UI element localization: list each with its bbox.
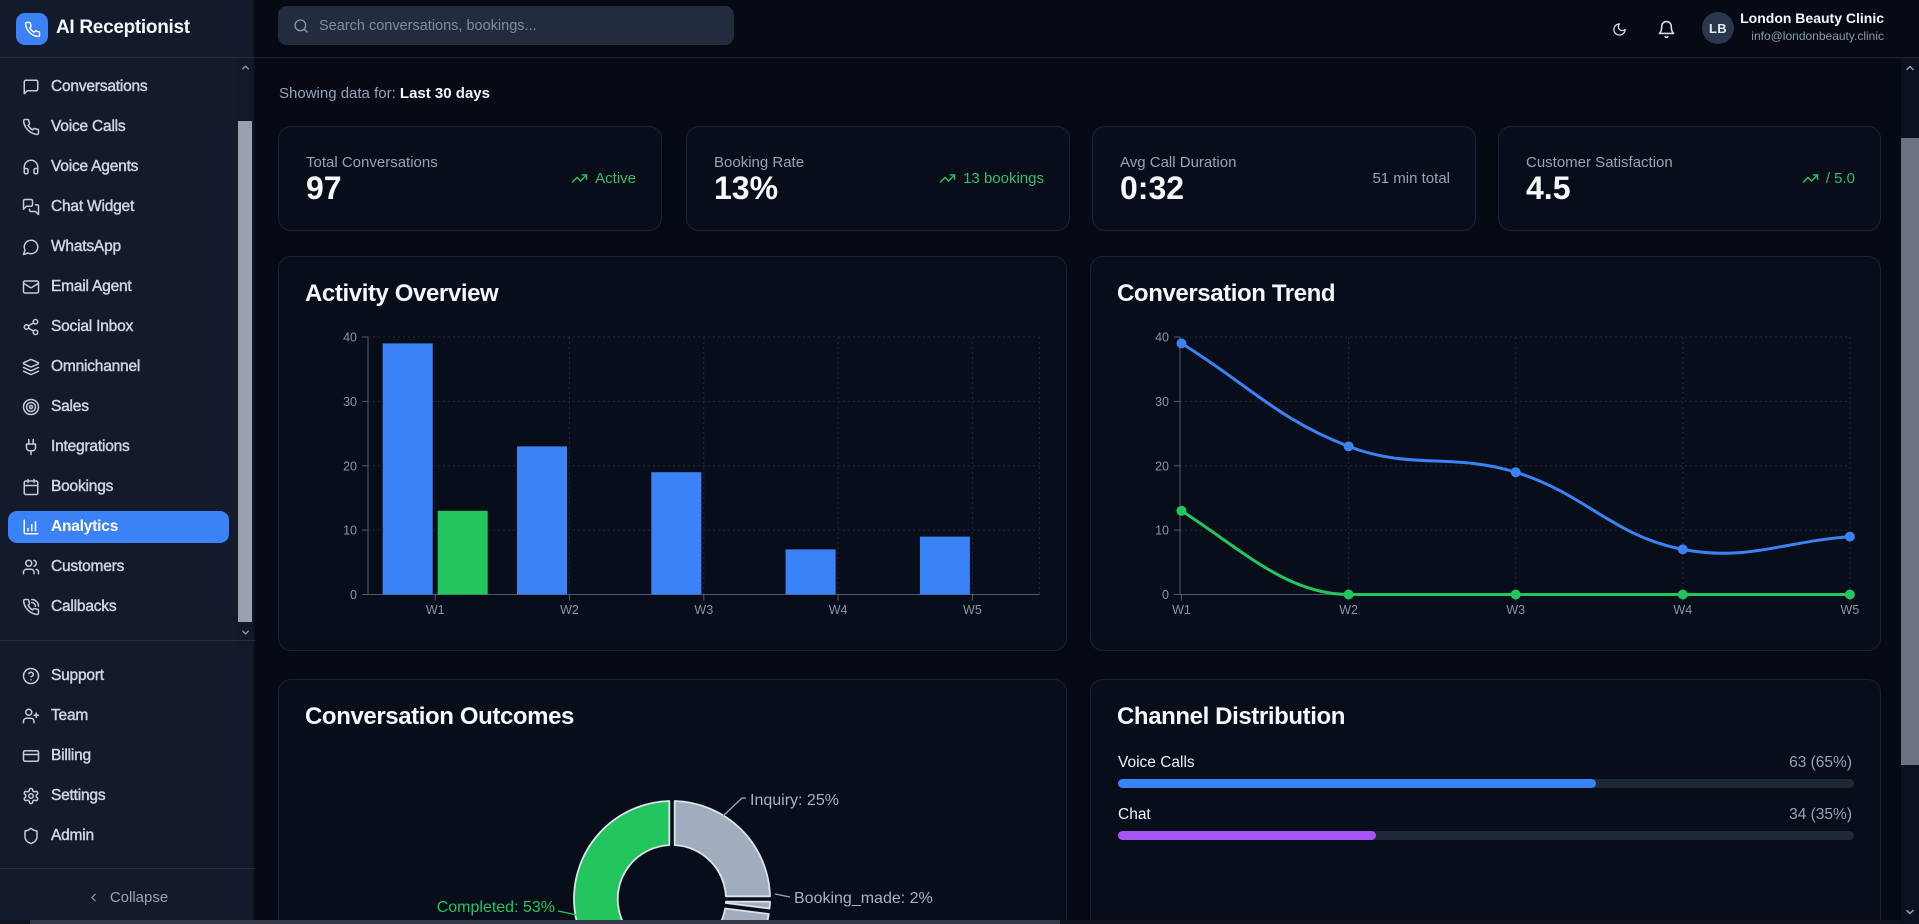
svg-text:Booking_made: 2%: Booking_made: 2% — [794, 890, 933, 907]
svg-text:20: 20 — [343, 459, 357, 473]
svg-text:W2: W2 — [1339, 603, 1358, 617]
svg-text:W3: W3 — [694, 603, 713, 617]
svg-text:40: 40 — [343, 331, 357, 345]
svg-text:0: 0 — [350, 588, 357, 602]
svg-text:W5: W5 — [963, 603, 982, 617]
svg-text:W4: W4 — [1673, 603, 1692, 617]
svg-text:30: 30 — [1155, 395, 1169, 409]
svg-text:W2: W2 — [560, 603, 579, 617]
svg-text:W1: W1 — [1172, 603, 1191, 617]
svg-text:10: 10 — [343, 524, 357, 538]
svg-text:W1: W1 — [426, 603, 445, 617]
svg-text:30: 30 — [343, 395, 357, 409]
svg-text:W4: W4 — [829, 603, 848, 617]
svg-text:Completed: 53%: Completed: 53% — [437, 899, 555, 916]
svg-text:0: 0 — [1162, 588, 1169, 602]
svg-text:W5: W5 — [1841, 603, 1860, 617]
svg-text:W3: W3 — [1506, 603, 1525, 617]
svg-text:40: 40 — [1155, 331, 1169, 345]
svg-text:Inquiry: 25%: Inquiry: 25% — [750, 792, 839, 809]
svg-text:10: 10 — [1155, 524, 1169, 538]
svg-text:20: 20 — [1155, 459, 1169, 473]
